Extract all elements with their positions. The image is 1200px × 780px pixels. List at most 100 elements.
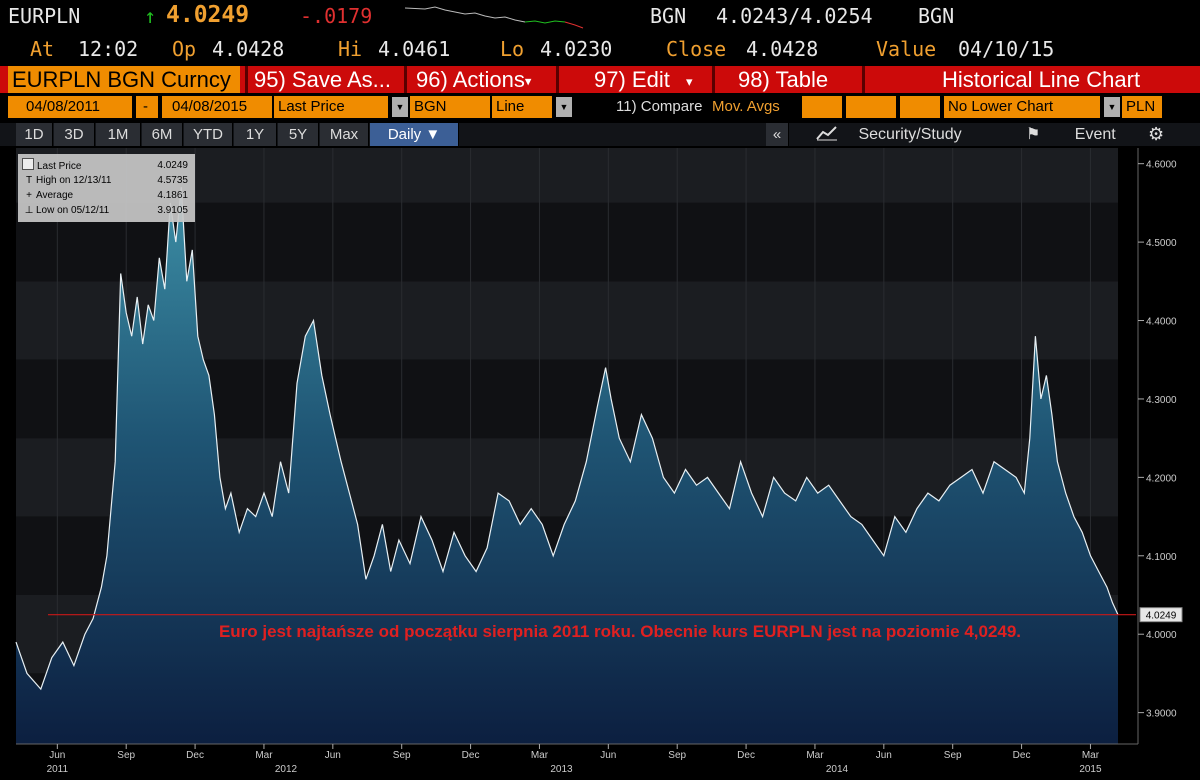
legend-row-last: Last Price 4.0249 xyxy=(22,158,192,173)
save-as-button[interactable]: 95) Save As... xyxy=(254,67,391,92)
y-tick-label: 4.5000 xyxy=(1146,238,1177,249)
legend-label: Low on 05/12/11 xyxy=(36,205,110,216)
up-arrow-icon: ↑ xyxy=(144,4,157,28)
legend-label: Average xyxy=(36,190,74,201)
actions-label: 96) Actions xyxy=(416,67,525,92)
currency-select[interactable]: PLN xyxy=(1122,96,1162,118)
separator xyxy=(712,66,715,93)
legend-label: Last Price xyxy=(37,161,82,172)
range-6m-button[interactable]: 6M xyxy=(142,123,183,146)
range-3d-button[interactable]: 3D xyxy=(54,123,95,146)
edit-menu[interactable]: 97) Edit ▾ xyxy=(594,66,692,93)
value-date: 04/10/15 xyxy=(958,37,1055,61)
legend-value: 3.9105 xyxy=(157,205,188,216)
periodicity-select[interactable]: Daily ▼ xyxy=(370,123,459,146)
style-select[interactable]: Line xyxy=(492,96,552,118)
price-source-2: BGN xyxy=(918,4,955,28)
source-select[interactable]: BGN xyxy=(410,96,490,118)
range-max-button[interactable]: Max xyxy=(320,123,369,146)
x-tick-label: Jun xyxy=(49,750,65,761)
quote-details: At 12:02 Op 4.0428 Hi 4.0461 Lo 4.0230 C… xyxy=(0,33,1200,63)
field-select[interactable]: Last Price xyxy=(274,96,388,118)
x-tick-label: Dec xyxy=(1013,750,1031,761)
x-tick-label: Mar xyxy=(806,750,824,761)
gear-icon[interactable]: ⚙ xyxy=(1148,124,1165,144)
legend-row-low: ⊥ Low on 05/12/11 3.9105 xyxy=(22,203,192,218)
y-tick-label: 4.4000 xyxy=(1146,317,1177,328)
range-ytd-button[interactable]: YTD xyxy=(184,123,233,146)
legend-value: 4.0249 xyxy=(157,160,188,171)
at-time: 12:02 xyxy=(78,37,139,61)
x-tick-label: Jun xyxy=(876,750,892,761)
mov-avgs-button[interactable]: Mov. Avgs xyxy=(712,98,780,115)
range-1d-button[interactable]: 1D xyxy=(16,123,53,146)
collapse-icon[interactable]: « xyxy=(766,123,789,146)
ticker: EURPLN xyxy=(8,4,81,28)
value-label: Value xyxy=(876,37,937,61)
background-band xyxy=(16,148,1118,203)
range-toolbar: 1D 3D 1M 6M YTD 1Y 5Y Max Daily ▼ « Secu… xyxy=(0,123,1200,146)
open-label: Op xyxy=(172,37,197,61)
line-chart-icon xyxy=(816,126,837,141)
security-name[interactable]: EURPLN BGN Curncy xyxy=(8,66,240,93)
year-label: 2014 xyxy=(826,764,849,775)
year-label: 2015 xyxy=(1079,764,1102,775)
param-blank-3[interactable] xyxy=(900,96,940,118)
x-tick-label: Mar xyxy=(255,750,273,761)
legend-swatch xyxy=(22,158,34,170)
chart-legend[interactable]: Last Price 4.0249 T High on 12/13/11 4.57… xyxy=(18,154,195,222)
event-label: Event xyxy=(1074,126,1116,143)
open-value: 4.0428 xyxy=(212,37,285,61)
range-1m-button[interactable]: 1M xyxy=(96,123,141,146)
at-label: At xyxy=(30,37,55,61)
flag-icon: ⚑ xyxy=(1026,126,1041,143)
year-label: 2012 xyxy=(275,764,298,775)
range-1y-button[interactable]: 1Y xyxy=(234,123,277,146)
field-dropdown-icon[interactable]: ▼ xyxy=(392,97,408,117)
net-change: -.0179 xyxy=(300,4,373,28)
event-button[interactable]: ⚑ Event xyxy=(1026,123,1116,146)
y-tick-label: 4.6000 xyxy=(1146,160,1177,171)
table-button[interactable]: 98) Table xyxy=(738,67,829,92)
range-5y-button[interactable]: 5Y xyxy=(278,123,319,146)
compare-button[interactable]: 11) Compare xyxy=(616,98,703,115)
separator xyxy=(404,66,407,93)
security-study-button[interactable]: Security/Study xyxy=(816,123,962,146)
actions-menu[interactable]: 96) Actions▾ xyxy=(416,66,531,93)
x-tick-label: Dec xyxy=(737,750,755,761)
close-value: 4.0428 xyxy=(746,37,819,61)
last-price-label: 4.0249 xyxy=(1146,611,1177,622)
legend-row-average: + Average 4.1861 xyxy=(22,188,192,203)
bid-ask: 4.0243/4.0254 xyxy=(716,4,873,28)
separator xyxy=(556,66,559,93)
lower-chart-select[interactable]: No Lower Chart xyxy=(944,96,1100,118)
param-blank-2[interactable] xyxy=(846,96,896,118)
caret-down-icon: ▾ xyxy=(685,73,693,89)
last-price: 4.0249 xyxy=(166,2,250,28)
caret-down-icon: ▼ xyxy=(425,126,441,143)
security-study-label: Security/Study xyxy=(858,126,962,143)
year-label: 2011 xyxy=(47,764,69,775)
x-tick-label: Mar xyxy=(531,750,549,761)
legend-label: High on 12/13/11 xyxy=(36,175,112,186)
style-dropdown-icon[interactable]: ▼ xyxy=(556,97,572,117)
date-dash: - xyxy=(136,96,158,118)
parameter-row: 04/08/2011 - 04/08/2015 Last Price ▼ BGN… xyxy=(0,96,1200,118)
x-tick-label: Dec xyxy=(186,750,204,761)
x-tick-label: Mar xyxy=(1082,750,1100,761)
periodicity-label: Daily xyxy=(387,126,422,143)
lower-chart-dropdown-icon[interactable]: ▼ xyxy=(1104,97,1120,117)
param-blank-1[interactable] xyxy=(802,96,842,118)
y-tick-label: 4.2000 xyxy=(1146,473,1177,484)
separator xyxy=(862,66,865,93)
edit-label: 97) Edit xyxy=(594,67,670,92)
sparkline xyxy=(405,6,584,29)
start-date-input[interactable]: 04/08/2011 xyxy=(8,96,132,118)
low-label: Lo xyxy=(500,37,525,61)
price-chart[interactable]: 3.9000 4.0000 4.1000 4.2000 4.3000 4.4000 4.50… xyxy=(0,148,1200,780)
end-date-input[interactable]: 04/08/2015 xyxy=(162,96,272,118)
legend-value: 4.5735 xyxy=(157,175,188,186)
y-tick-label: 4.0000 xyxy=(1146,630,1177,641)
legend-row-high: T High on 12/13/11 4.5735 xyxy=(22,173,192,188)
x-tick-label: Sep xyxy=(944,750,962,761)
